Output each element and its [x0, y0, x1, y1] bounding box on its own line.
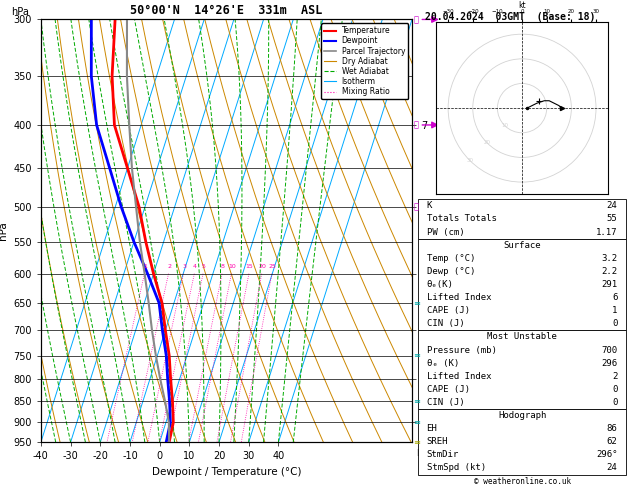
Text: 2.2: 2.2 [601, 267, 618, 276]
Text: 20: 20 [259, 263, 266, 268]
Text: 24: 24 [607, 201, 618, 210]
Text: 2: 2 [167, 263, 171, 268]
Bar [418, 330, 626, 409]
Legend: Temperature, Dewpoint, Parcel Trajectory, Dry Adiabat, Wet Adiabat, Isotherm, Mi: Temperature, Dewpoint, Parcel Trajectory… [321, 23, 408, 99]
Text: CAPE (J): CAPE (J) [426, 306, 470, 315]
Text: 291: 291 [601, 280, 618, 289]
Bar [418, 409, 626, 474]
Text: Surface: Surface [503, 241, 541, 250]
Text: θₑ (K): θₑ (K) [426, 359, 459, 367]
Text: 24: 24 [607, 464, 618, 472]
Text: Hodograph: Hodograph [498, 411, 546, 420]
Text: 卌: 卌 [413, 202, 418, 211]
Text: 25: 25 [269, 263, 276, 268]
Text: 5: 5 [202, 263, 206, 268]
Text: 10: 10 [501, 123, 508, 128]
Text: 6: 6 [612, 293, 618, 302]
Text: PW (cm): PW (cm) [426, 227, 464, 237]
Text: EH: EH [426, 424, 437, 433]
Text: Most Unstable: Most Unstable [487, 332, 557, 341]
Text: Lifted Index: Lifted Index [426, 372, 491, 381]
Text: © weatheronline.co.uk: © weatheronline.co.uk [474, 477, 571, 486]
Text: 0: 0 [612, 398, 618, 407]
Text: θₑ(K): θₑ(K) [426, 280, 454, 289]
Text: K: K [426, 201, 432, 210]
Text: 1: 1 [612, 306, 618, 315]
Text: 30: 30 [466, 158, 473, 163]
Text: CIN (J): CIN (J) [426, 319, 464, 328]
Text: CIN (J): CIN (J) [426, 398, 464, 407]
Text: 卌: 卌 [413, 15, 418, 24]
Text: ≡: ≡ [413, 298, 420, 308]
Text: 700: 700 [601, 346, 618, 354]
Text: CAPE (J): CAPE (J) [426, 385, 470, 394]
X-axis label: Dewpoint / Temperature (°C): Dewpoint / Temperature (°C) [152, 467, 301, 477]
Bar [418, 199, 626, 239]
Text: 10: 10 [228, 263, 236, 268]
Text: 62: 62 [607, 437, 618, 446]
Text: 1: 1 [143, 263, 147, 268]
Text: ≡: ≡ [413, 351, 420, 360]
Text: 296: 296 [601, 359, 618, 367]
Text: ≡: ≡ [413, 397, 420, 406]
Text: Dewp (°C): Dewp (°C) [426, 267, 475, 276]
Text: StmDir: StmDir [426, 451, 459, 459]
Text: 0: 0 [612, 385, 618, 394]
Text: 3: 3 [182, 263, 186, 268]
Text: 卌: 卌 [413, 121, 418, 129]
Text: StmSpd (kt): StmSpd (kt) [426, 464, 486, 472]
Text: 1.17: 1.17 [596, 227, 618, 237]
Text: Totals Totals: Totals Totals [426, 214, 496, 224]
Text: hPa: hPa [11, 7, 29, 17]
Title: 50°00'N  14°26'E  331m  ASL: 50°00'N 14°26'E 331m ASL [130, 4, 323, 17]
Text: 15: 15 [245, 263, 253, 268]
Text: 0: 0 [612, 319, 618, 328]
Text: Lifted Index: Lifted Index [426, 293, 491, 302]
Text: LCL: LCL [416, 449, 431, 458]
Text: ≡: ≡ [413, 418, 420, 427]
Text: 4: 4 [193, 263, 197, 268]
X-axis label: kt: kt [518, 1, 526, 10]
Text: 86: 86 [607, 424, 618, 433]
Text: 296°: 296° [596, 451, 618, 459]
Text: 20: 20 [484, 140, 491, 145]
Bar [418, 239, 626, 330]
Text: Pressure (mb): Pressure (mb) [426, 346, 496, 354]
Text: 55: 55 [607, 214, 618, 224]
Text: SREH: SREH [426, 437, 448, 446]
Text: ≡: ≡ [413, 438, 420, 447]
Text: 3.2: 3.2 [601, 254, 618, 263]
Text: Temp (°C): Temp (°C) [426, 254, 475, 263]
Text: 2: 2 [612, 372, 618, 381]
Y-axis label: km
ASL: km ASL [435, 220, 453, 242]
Text: 20.04.2024  03GMT  (Base: 18): 20.04.2024 03GMT (Base: 18) [425, 12, 595, 22]
Y-axis label: hPa: hPa [0, 222, 8, 240]
Text: 8: 8 [221, 263, 225, 268]
